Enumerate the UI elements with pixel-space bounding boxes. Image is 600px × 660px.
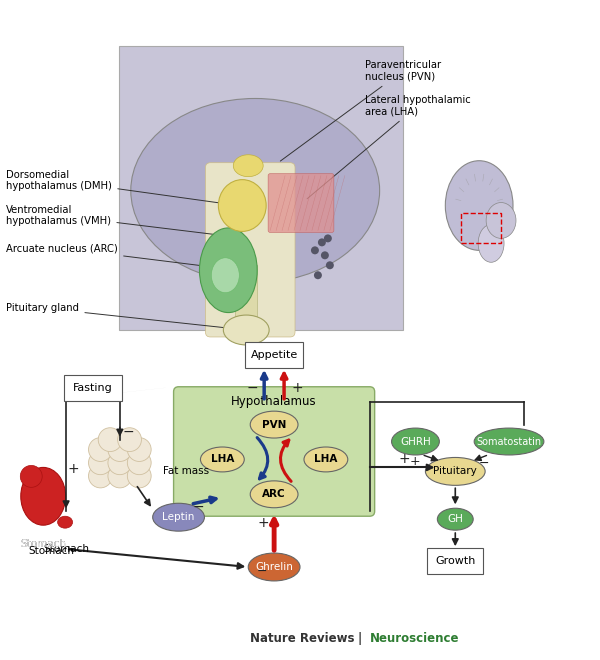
Text: −: − — [257, 564, 268, 578]
Circle shape — [324, 234, 332, 242]
Text: −: − — [479, 457, 490, 470]
Text: Neuroscience: Neuroscience — [370, 632, 459, 645]
FancyBboxPatch shape — [235, 265, 257, 335]
Text: LHA: LHA — [211, 455, 234, 465]
Text: +: + — [257, 516, 269, 530]
Ellipse shape — [304, 447, 348, 472]
Text: PVN: PVN — [262, 420, 286, 430]
Circle shape — [127, 451, 151, 475]
Ellipse shape — [20, 465, 42, 487]
Ellipse shape — [21, 467, 65, 525]
Circle shape — [127, 438, 151, 461]
Text: Fasting: Fasting — [73, 383, 113, 393]
Text: Somatostatin: Somatostatin — [476, 436, 542, 447]
Text: −: − — [193, 500, 204, 514]
Ellipse shape — [152, 504, 205, 531]
FancyBboxPatch shape — [64, 375, 122, 401]
Ellipse shape — [437, 508, 473, 530]
Text: Arcuate nucleus (ARC): Arcuate nucleus (ARC) — [7, 244, 220, 268]
Text: Paraventricular
nucleus (PVN): Paraventricular nucleus (PVN) — [280, 60, 441, 161]
Ellipse shape — [425, 457, 485, 485]
Ellipse shape — [200, 447, 244, 472]
Circle shape — [311, 246, 319, 254]
Text: Ventromedial
hypothalamus (VMH): Ventromedial hypothalamus (VMH) — [7, 205, 220, 235]
Ellipse shape — [199, 228, 257, 313]
Text: +: + — [67, 463, 79, 477]
Ellipse shape — [248, 553, 300, 581]
Text: Leptin: Leptin — [163, 512, 195, 522]
Text: GH: GH — [448, 514, 463, 524]
Circle shape — [318, 238, 326, 246]
Ellipse shape — [233, 154, 263, 177]
Text: Stomach: Stomach — [43, 544, 89, 554]
FancyBboxPatch shape — [427, 548, 483, 574]
Circle shape — [321, 251, 329, 259]
Text: Hypothalamus: Hypothalamus — [232, 395, 317, 408]
Circle shape — [89, 464, 112, 488]
Ellipse shape — [218, 180, 266, 232]
Text: Stomach: Stomach — [20, 539, 66, 549]
Text: Lateral hypothalamic
area (LHA): Lateral hypothalamic area (LHA) — [307, 95, 470, 199]
Text: |: | — [358, 632, 366, 645]
Ellipse shape — [474, 428, 544, 455]
Text: GHRH: GHRH — [400, 436, 431, 447]
Text: +: + — [399, 453, 410, 467]
Text: Pituitary: Pituitary — [433, 467, 477, 477]
Ellipse shape — [392, 428, 439, 455]
Ellipse shape — [211, 258, 239, 292]
Ellipse shape — [131, 98, 380, 282]
Circle shape — [89, 438, 112, 461]
Circle shape — [118, 428, 142, 451]
Text: −: − — [247, 381, 258, 395]
Ellipse shape — [445, 161, 513, 250]
Ellipse shape — [223, 315, 269, 345]
Circle shape — [89, 451, 112, 475]
FancyBboxPatch shape — [268, 174, 334, 232]
Ellipse shape — [250, 481, 298, 508]
Ellipse shape — [250, 411, 298, 438]
Text: Nature Reviews: Nature Reviews — [250, 632, 355, 645]
Circle shape — [108, 464, 132, 488]
Text: +: + — [291, 381, 303, 395]
Ellipse shape — [478, 224, 504, 262]
Circle shape — [108, 451, 132, 475]
Text: Pituitary gland: Pituitary gland — [7, 303, 244, 330]
Ellipse shape — [58, 516, 73, 528]
FancyBboxPatch shape — [173, 387, 374, 516]
Ellipse shape — [486, 203, 516, 238]
Text: Growth: Growth — [435, 556, 475, 566]
Text: Fat mass: Fat mass — [163, 467, 209, 477]
Text: −: − — [123, 424, 134, 439]
Text: +: + — [409, 455, 420, 468]
FancyBboxPatch shape — [245, 342, 304, 368]
Circle shape — [98, 428, 122, 451]
Text: Stomach: Stomach — [28, 546, 74, 556]
FancyBboxPatch shape — [205, 163, 295, 337]
Circle shape — [314, 271, 322, 279]
Text: Stomach: Stomach — [20, 539, 66, 549]
Circle shape — [326, 261, 334, 269]
Text: Dorsomedial
hypothalamus (DMH): Dorsomedial hypothalamus (DMH) — [7, 170, 236, 205]
Circle shape — [127, 464, 151, 488]
Circle shape — [108, 438, 132, 461]
Text: ARC: ARC — [262, 489, 286, 500]
FancyBboxPatch shape — [119, 46, 403, 330]
Text: LHA: LHA — [314, 455, 338, 465]
Text: Appetite: Appetite — [250, 350, 298, 360]
Text: Ghrelin: Ghrelin — [255, 562, 293, 572]
